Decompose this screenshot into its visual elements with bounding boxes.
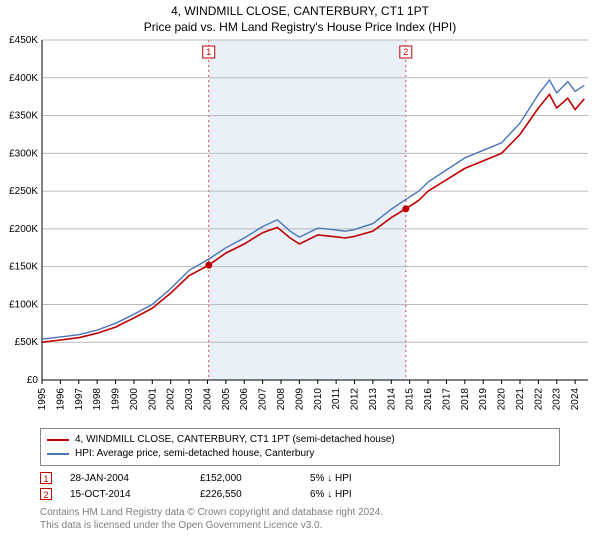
svg-text:2018: 2018 xyxy=(460,388,471,411)
svg-text:2004: 2004 xyxy=(202,388,213,411)
svg-text:£200K: £200K xyxy=(9,224,38,235)
svg-text:£350K: £350K xyxy=(9,111,38,122)
svg-text:1996: 1996 xyxy=(55,388,66,411)
transaction-marker-icon: 2 xyxy=(40,488,52,500)
attribution-line2: This data is licensed under the Open Gov… xyxy=(40,519,560,532)
svg-text:2010: 2010 xyxy=(313,388,324,411)
svg-text:2002: 2002 xyxy=(166,388,177,411)
svg-text:£150K: £150K xyxy=(9,262,38,273)
svg-text:2013: 2013 xyxy=(368,388,379,411)
transaction-marker-icon: 1 xyxy=(40,472,52,484)
svg-text:£400K: £400K xyxy=(9,73,38,84)
chart-titles: 4, WINDMILL CLOSE, CANTERBURY, CT1 1PT P… xyxy=(0,0,600,34)
svg-text:2012: 2012 xyxy=(350,388,361,411)
svg-text:1997: 1997 xyxy=(74,388,85,411)
svg-text:2023: 2023 xyxy=(552,388,563,411)
svg-text:£250K: £250K xyxy=(9,186,38,197)
svg-text:2: 2 xyxy=(403,47,408,57)
transaction-pct: 6% ↓ HPI xyxy=(310,489,420,500)
svg-text:2019: 2019 xyxy=(478,388,489,411)
chart-plot: £0 £50K £100K £150K £200K £250K £300K £350K £400… xyxy=(0,34,600,424)
transaction-row: 1 28-JAN-2004 £152,000 5% ↓ HPI xyxy=(40,472,560,484)
legend-item-hpi: HPI: Average price, semi-detached house,… xyxy=(47,447,553,461)
svg-text:£300K: £300K xyxy=(9,148,38,159)
svg-text:1: 1 xyxy=(206,47,211,57)
svg-text:2008: 2008 xyxy=(276,388,287,411)
svg-text:1995: 1995 xyxy=(37,388,48,411)
svg-text:£100K: £100K xyxy=(9,299,38,310)
legend-label-hpi: HPI: Average price, semi-detached house,… xyxy=(75,447,314,461)
attribution: Contains HM Land Registry data © Crown c… xyxy=(40,506,560,532)
legend-item-price-paid: 4, WINDMILL CLOSE, CANTERBURY, CT1 1PT (… xyxy=(47,433,553,447)
svg-text:£0: £0 xyxy=(27,375,39,386)
svg-text:2005: 2005 xyxy=(221,388,232,411)
legend-swatch-price-paid xyxy=(47,439,69,441)
legend: 4, WINDMILL CLOSE, CANTERBURY, CT1 1PT (… xyxy=(40,428,560,466)
svg-text:2017: 2017 xyxy=(441,388,452,411)
legend-swatch-hpi xyxy=(47,453,69,455)
svg-text:2011: 2011 xyxy=(331,388,342,410)
svg-text:2015: 2015 xyxy=(405,388,416,411)
svg-text:£50K: £50K xyxy=(15,337,39,348)
svg-text:2003: 2003 xyxy=(184,388,195,411)
svg-text:2020: 2020 xyxy=(497,388,508,411)
transaction-pct: 5% ↓ HPI xyxy=(310,473,420,484)
attribution-line1: Contains HM Land Registry data © Crown c… xyxy=(40,506,560,519)
svg-text:2024: 2024 xyxy=(570,388,581,411)
legend-label-price-paid: 4, WINDMILL CLOSE, CANTERBURY, CT1 1PT (… xyxy=(75,433,395,447)
svg-text:2001: 2001 xyxy=(147,388,158,411)
svg-text:2022: 2022 xyxy=(533,388,544,411)
svg-text:£450K: £450K xyxy=(9,35,38,46)
chart-title: 4, WINDMILL CLOSE, CANTERBURY, CT1 1PT xyxy=(0,4,600,18)
transaction-date: 28-JAN-2004 xyxy=(70,473,200,484)
svg-text:2014: 2014 xyxy=(386,388,397,411)
svg-text:2006: 2006 xyxy=(239,388,250,411)
svg-text:1999: 1999 xyxy=(111,388,122,411)
transaction-row: 2 15-OCT-2014 £226,550 6% ↓ HPI xyxy=(40,488,560,500)
chart-svg: £0 £50K £100K £150K £200K £250K £300K £350K £400… xyxy=(0,34,600,424)
svg-text:1998: 1998 xyxy=(92,388,103,411)
transaction-date: 15-OCT-2014 xyxy=(70,489,200,500)
transaction-price: £152,000 xyxy=(200,473,310,484)
svg-text:2021: 2021 xyxy=(515,388,526,411)
svg-text:2000: 2000 xyxy=(129,388,140,411)
transaction-price: £226,550 xyxy=(200,489,310,500)
transaction-list: 1 28-JAN-2004 £152,000 5% ↓ HPI 2 15-OCT… xyxy=(40,472,560,500)
chart-subtitle: Price paid vs. HM Land Registry's House … xyxy=(0,20,600,34)
svg-text:2016: 2016 xyxy=(423,388,434,411)
svg-text:2007: 2007 xyxy=(258,388,269,411)
svg-text:2009: 2009 xyxy=(294,388,305,411)
chart-container: 4, WINDMILL CLOSE, CANTERBURY, CT1 1PT P… xyxy=(0,0,600,532)
